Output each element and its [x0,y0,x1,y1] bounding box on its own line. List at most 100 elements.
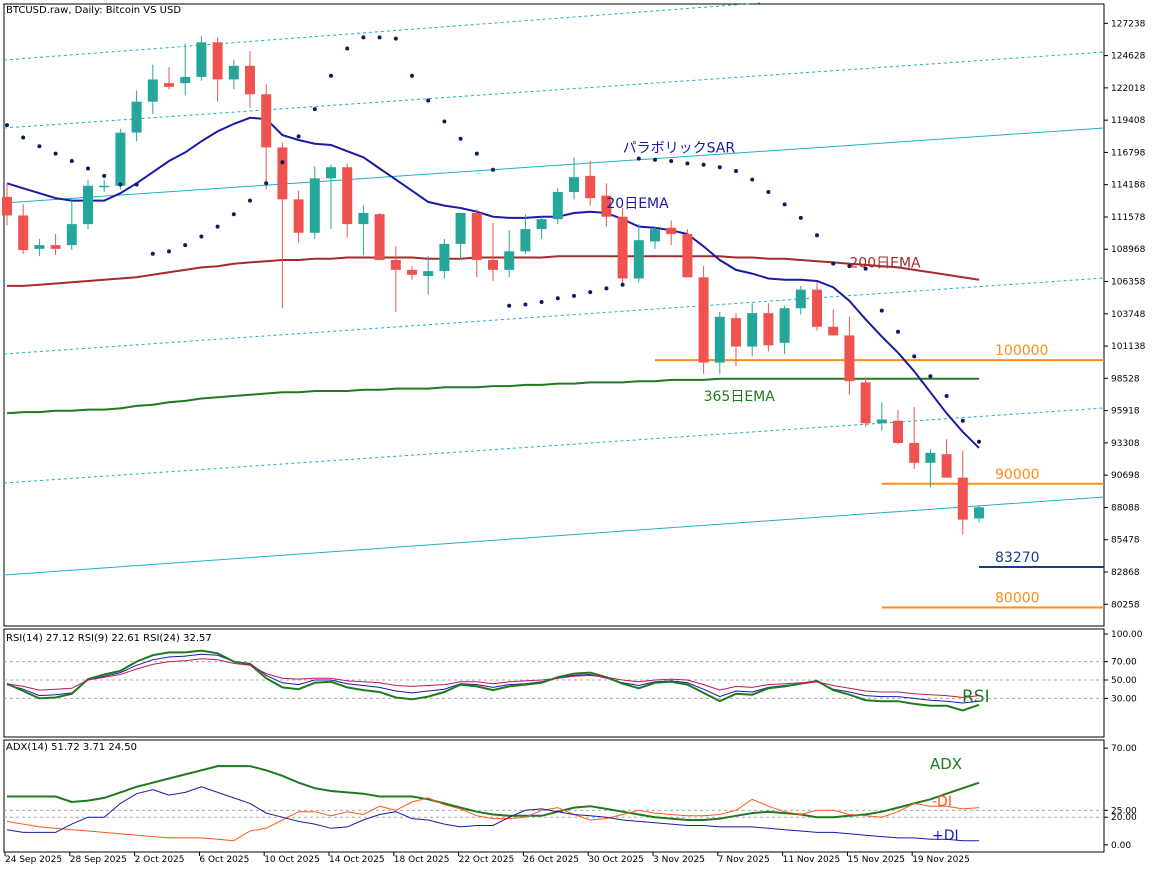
sar-dot [977,439,981,444]
candle-body [504,251,515,270]
ema20-line [6,116,980,449]
sar-dot [523,302,528,307]
sar-dot [555,296,560,301]
sar-dot [248,198,252,203]
candle-body [196,42,207,77]
rsi-tick-label: 70.00 [1111,658,1137,668]
channel-line [3,496,1105,576]
sar-dot [491,167,495,172]
candle-body [650,229,660,242]
rsi-tick-label: 100.00 [1111,630,1143,640]
candle-body [18,215,29,251]
adx-tick-label: 20.00 [1111,813,1137,823]
y-tick-label: 119408 [1111,116,1146,126]
candle-body [682,234,693,278]
candle-body [439,243,450,272]
x-tick-label: 3 Nov 2025 [653,855,705,865]
y-tick-label: 93308 [1111,439,1140,449]
candle-body [293,199,304,233]
sar-dot [458,136,463,141]
sar-dot [199,234,204,239]
candle-body [617,216,628,279]
sar-dot [442,119,447,124]
sar-dot [37,144,42,149]
adx-annotation-1: -DI [932,794,952,810]
candle-body [326,167,336,179]
sar-dot [410,73,414,78]
annotation-label: 200日EMA [849,255,921,271]
candle-body [909,442,920,463]
candle-body [488,259,498,270]
sar-dot [879,308,884,313]
candle-body [66,224,77,246]
candle-body [423,271,434,277]
candle-body [585,175,596,199]
adx-tick-label: 25.00 [1111,806,1137,816]
annotation-label: パラボリックSAR [623,140,736,156]
y-tick-label: 108968 [1111,245,1146,255]
sar-dot [928,374,933,379]
x-tick-label: 22 Oct 2025 [459,855,515,865]
x-tick-label: 10 Oct 2025 [264,855,320,865]
sar-dot [717,165,722,170]
candle-body [131,101,142,133]
candle-body [180,76,191,84]
sar-dot [863,266,868,271]
y-tick-label: 82868 [1111,568,1140,578]
candle-body [666,227,677,235]
sar-dot [53,151,58,156]
sar-dot [734,168,738,173]
candle-body [941,454,952,478]
channel-line [3,51,1105,129]
candle-body [860,382,871,424]
x-tick-label: 18 Oct 2025 [394,855,450,865]
sar-dot [264,181,269,186]
level-label-90000: 90000 [995,467,1040,483]
adx-annotation-2: +DI [932,828,959,844]
sar-dot [896,329,900,334]
candle-body [795,289,806,309]
y-tick-label: 103748 [1111,310,1146,320]
channel-line [3,277,1105,355]
candle-body [390,259,401,270]
rsi-tick-label: 50.00 [1111,676,1137,686]
candle-body [245,65,255,95]
y-tick-label: 111578 [1111,213,1146,223]
sar-dot [150,251,155,256]
sar-dot [588,290,593,295]
sar-dot [912,354,917,359]
candle-body [471,212,482,260]
sar-dot [231,212,236,217]
sar-dot [377,35,382,40]
sar-dot [847,264,852,269]
sar-dot [69,159,74,164]
sar-dot [21,135,26,140]
sar-dot [296,134,301,139]
candle-body [763,313,774,346]
rsi-annotation: RSI [962,687,990,707]
y-tick-label: 127238 [1111,19,1146,29]
candle-body [2,196,12,216]
sar-dot [636,156,641,161]
candle-body [828,326,839,336]
adx-line-1 [6,797,980,842]
x-axis: 24 Sep 2025 28 Sep 2025 2 Oct 2025 6 Oct 20… [4,852,970,865]
candle-body [714,316,725,363]
candle-body [698,277,709,363]
candle-body [925,452,936,463]
sar-dot [345,46,350,51]
x-tick-label: 11 Nov 2025 [783,855,841,865]
x-tick-label: 14 Oct 2025 [329,855,385,865]
rsi-panel: 100.00 70.00 50.00 30.00 RSI [4,630,1143,712]
adx-line-2 [6,786,979,842]
ema365-line [6,377,979,415]
y-tick-label: 124628 [1111,52,1146,62]
adx-tick-label: 70.00 [1111,744,1137,754]
x-tick-label: 26 Oct 2025 [523,855,579,865]
y-tick-label: 114188 [1111,181,1146,191]
candle-body [552,191,563,220]
panel-frame [3,739,1105,853]
candle-body [34,245,45,249]
adx-title: ADX(14) 51.72 3.71 24.50 [6,742,137,753]
